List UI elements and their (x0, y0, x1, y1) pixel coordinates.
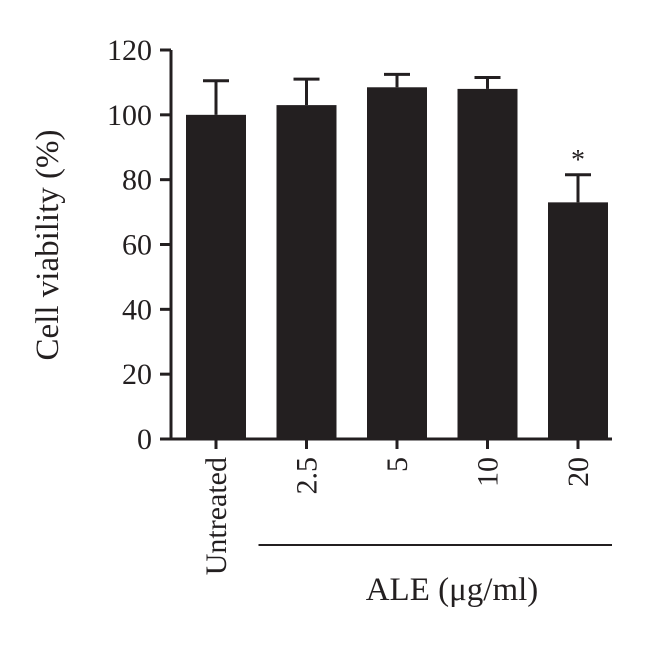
y-tick-label: 80 (122, 164, 152, 197)
x-tick-label: 2.5 (291, 457, 324, 495)
y-tick-label: 60 (122, 229, 152, 262)
bar (548, 202, 608, 439)
x-tick-label: 10 (472, 457, 505, 487)
bar (276, 105, 337, 439)
x-tick-label: 20 (562, 457, 595, 487)
y-tick-label: 0 (137, 423, 152, 456)
y-tick-label: 40 (122, 293, 152, 326)
x-tick-label: 5 (381, 457, 414, 472)
bar (367, 87, 427, 439)
significance-marker: * (571, 145, 585, 176)
x-tick-label: Untreated (200, 457, 233, 575)
y-axis-label: Cell viability (%) (30, 130, 66, 361)
y-tick-label: 20 (122, 358, 152, 391)
group-label: ALE (μg/ml) (366, 572, 539, 608)
y-tick-label: 120 (107, 34, 152, 67)
y-tick-label: 100 (107, 99, 152, 132)
bar (457, 88, 518, 440)
bar (186, 114, 246, 439)
